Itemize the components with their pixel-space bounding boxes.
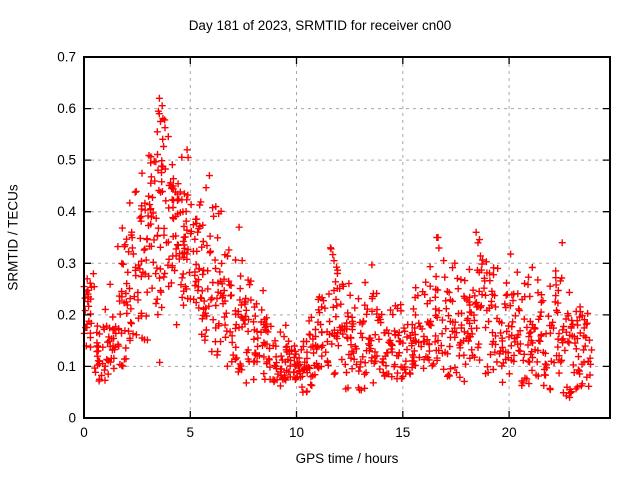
plot-border <box>83 56 611 419</box>
svg-text:0.3: 0.3 <box>57 256 76 271</box>
tick-labels: 0 0.1 0.2 0.3 0.4 0.5 0.6 0.7 0 5 10 15 20 <box>57 50 516 441</box>
svg-text:0.4: 0.4 <box>57 204 76 219</box>
svg-text:5: 5 <box>187 425 195 440</box>
svg-text:0.2: 0.2 <box>57 307 76 322</box>
x-axis-label: GPS time / hours <box>295 451 399 466</box>
svg-text:0: 0 <box>68 411 76 426</box>
svg-text:0.7: 0.7 <box>57 50 76 65</box>
svg-text:15: 15 <box>395 425 410 440</box>
svg-text:10: 10 <box>289 425 304 440</box>
svg-text:0: 0 <box>80 425 88 440</box>
svg-text:0.6: 0.6 <box>57 101 76 116</box>
data-points <box>80 94 596 401</box>
svg-text:20: 20 <box>502 425 517 440</box>
svg-text:0.1: 0.1 <box>57 359 76 374</box>
svg-text:0.5: 0.5 <box>57 153 76 168</box>
chart-title: Day 181 of 2023, SRMTID for receiver cn0… <box>188 18 452 33</box>
axis-ticks <box>83 56 610 419</box>
